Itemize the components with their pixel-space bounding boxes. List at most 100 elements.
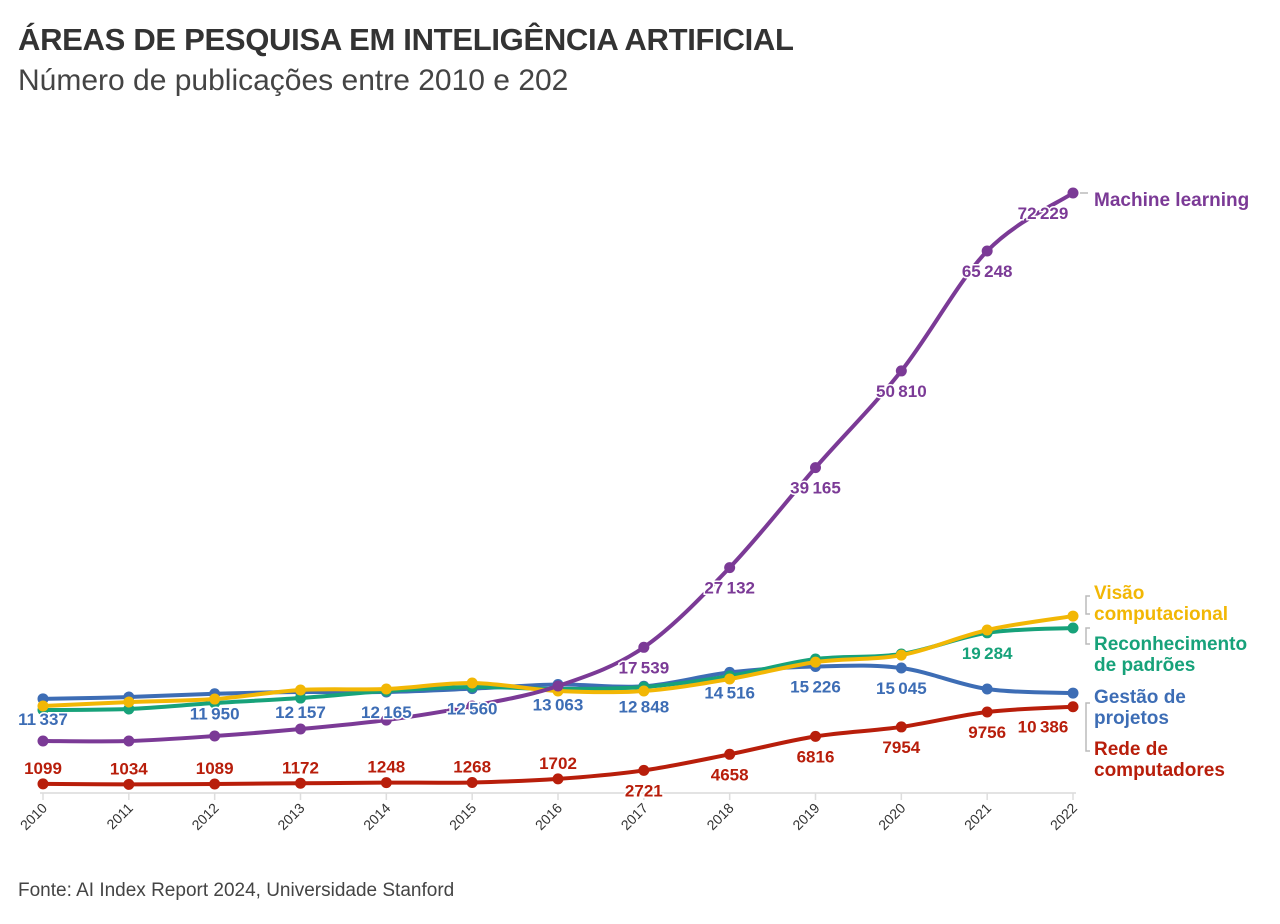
data-label: 1034 (110, 759, 148, 778)
data-label: 12 560 (447, 700, 498, 719)
x-tick-label: 2021 (961, 800, 994, 833)
x-tick-label: 2014 (360, 800, 393, 833)
label-bracket (1085, 595, 1090, 615)
data-point (895, 662, 907, 674)
data-point (123, 696, 135, 708)
data-label: 12 157 (275, 703, 326, 722)
data-label: 17 539 (618, 658, 669, 677)
data-label: 39 165 (790, 479, 841, 498)
data-label: 12 848 (618, 697, 669, 716)
data-point (638, 685, 650, 697)
data-point (552, 680, 564, 692)
series-label: Gestão de (1094, 687, 1186, 708)
data-label: 14 516 (704, 683, 755, 702)
series-label: Reconhecimento (1094, 634, 1247, 655)
series-label: Machine learning (1094, 190, 1249, 211)
data-point (295, 684, 306, 696)
data-label: 72 229 (1018, 204, 1069, 223)
chart-title: ÁREAS DE PESQUISA EM INTELIGÊNCIA ARTIFI… (18, 22, 794, 57)
data-point (295, 692, 306, 704)
data-point (1067, 701, 1079, 713)
data-label: 15 045 (876, 679, 927, 698)
series-line (41, 191, 1075, 744)
label-bracket (1085, 702, 1090, 752)
series-label: computadores (1094, 760, 1225, 781)
x-tick-label: 2018 (703, 800, 736, 833)
data-point (724, 748, 736, 760)
data-point (981, 245, 993, 257)
data-label: 1702 (539, 754, 577, 773)
data-point (123, 735, 135, 747)
data-label: 15 226 (790, 678, 841, 697)
data-label: 6816 (797, 747, 835, 766)
data-label: 27 132 (704, 579, 755, 598)
data-label: 9756 (968, 723, 1006, 742)
data-label: 4658 (711, 765, 749, 784)
data-label: 1099 (24, 759, 62, 778)
source-note: Fonte: AI Index Report 2024, Universidad… (18, 880, 455, 901)
data-point (380, 683, 392, 695)
data-point (1067, 610, 1079, 622)
data-point (380, 777, 392, 789)
series-label: de padrões (1094, 655, 1195, 676)
x-tick-label: 2019 (789, 800, 822, 833)
series-label: projetos (1094, 708, 1169, 729)
data-point (895, 721, 907, 733)
x-tick-label: 2022 (1047, 800, 1080, 833)
x-tick-label: 2012 (188, 800, 221, 833)
series-label: Rede de (1094, 739, 1168, 760)
label-bracket (1085, 627, 1090, 645)
data-label: 1248 (367, 758, 405, 777)
data-label: 1089 (196, 759, 234, 778)
x-tick-label: 2017 (618, 800, 651, 833)
data-point (724, 673, 736, 685)
data-label: 2721 (625, 781, 663, 800)
data-point (37, 735, 49, 747)
data-point (895, 649, 907, 661)
data-point (810, 730, 821, 742)
x-tick-label: 2020 (875, 800, 908, 833)
data-point (37, 778, 49, 790)
data-label: 1172 (282, 758, 319, 777)
data-point (895, 365, 907, 377)
data-point (37, 700, 49, 712)
data-point (552, 773, 564, 785)
data-point (981, 706, 993, 718)
data-point (810, 656, 821, 668)
x-tick-label: 2010 (17, 800, 50, 833)
data-label: 7954 (882, 738, 920, 757)
x-tick-label: 2016 (532, 800, 565, 833)
x-tick-label: 2015 (446, 800, 479, 833)
x-tick-label: 2011 (103, 800, 136, 833)
series-label: computacional (1094, 604, 1228, 625)
data-point (295, 723, 306, 735)
data-label: 11 337 (18, 710, 68, 729)
data-label: 65 248 (962, 262, 1013, 281)
data-label: 1268 (453, 757, 491, 776)
data-label: 12 165 (361, 703, 412, 722)
data-point (380, 714, 392, 726)
data-point (1067, 687, 1079, 699)
data-point (123, 778, 135, 790)
data-point (1067, 622, 1079, 634)
data-point (1067, 187, 1079, 199)
series-label: Visão (1094, 583, 1144, 604)
data-point (466, 776, 478, 788)
data-point (724, 562, 736, 574)
data-point (981, 624, 993, 636)
chart-subtitle: Número de publicações entre 2010 e 202 (18, 64, 569, 97)
data-point (209, 693, 221, 705)
data-label: 19 284 (962, 644, 1013, 663)
data-label: 10 386 (1018, 718, 1069, 737)
data-label: 13 063 (533, 695, 584, 714)
data-point (638, 641, 650, 653)
data-point (209, 730, 221, 742)
data-label: 50 810 (876, 382, 927, 401)
data-point (466, 677, 478, 689)
data-point (295, 777, 306, 789)
data-point (638, 764, 650, 776)
x-tick-label: 2013 (274, 800, 307, 833)
data-point (810, 462, 821, 474)
data-point (466, 700, 478, 712)
